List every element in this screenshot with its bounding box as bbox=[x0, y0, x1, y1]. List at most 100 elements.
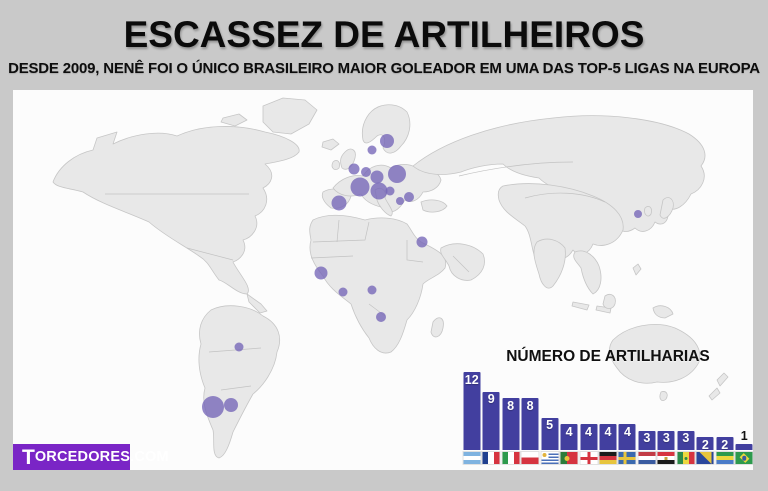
flag-slot bbox=[657, 452, 676, 465]
flag-egito-icon bbox=[657, 452, 675, 464]
bar-slot-fr: 9 bbox=[481, 370, 500, 450]
bar-slot-ga: 2 bbox=[715, 370, 734, 452]
bar-slot-en: 4 bbox=[579, 370, 598, 450]
flag-holanda-icon bbox=[638, 452, 656, 464]
bar-value-label: 8 bbox=[507, 398, 515, 413]
flag-slot bbox=[637, 452, 656, 465]
map-bubble-costa-do-marfim bbox=[338, 287, 348, 297]
flag-bósnia-icon bbox=[696, 452, 714, 464]
bar-holanda bbox=[638, 430, 656, 450]
bar-slot-ba: 2 bbox=[696, 370, 715, 452]
map-bubble-servia bbox=[396, 197, 404, 205]
bar-slot-it: 8 bbox=[501, 370, 520, 450]
map-bubble-franca bbox=[350, 177, 370, 197]
bar-value-label: 9 bbox=[487, 392, 495, 406]
continent-africa bbox=[309, 215, 447, 354]
continent-greenland bbox=[262, 97, 318, 135]
bar-slot-eg: 3 bbox=[657, 370, 676, 450]
map-bubble-holanda bbox=[361, 167, 371, 177]
chart-title: NÚMERO DE ARTILHARIAS bbox=[506, 348, 710, 365]
continent-europe bbox=[361, 104, 411, 154]
bar-slot-uy: 5 bbox=[540, 370, 559, 450]
bar-argentina bbox=[463, 372, 481, 450]
bar-slot-sn: 3 bbox=[676, 370, 695, 450]
map-bubble-coreia-do-sul bbox=[634, 210, 642, 218]
bar-frança bbox=[482, 391, 500, 450]
bar-suécia bbox=[618, 424, 636, 450]
bar-alemanha bbox=[599, 424, 617, 450]
bar-bósnia bbox=[696, 437, 714, 450]
flag-uruguai-icon bbox=[541, 452, 559, 464]
flag-brasil-icon bbox=[735, 452, 753, 464]
continent-south-america bbox=[198, 305, 280, 459]
bar-slot-ar: 12 bbox=[462, 370, 481, 450]
flag-slot bbox=[540, 452, 559, 465]
bar-slot-nl: 3 bbox=[637, 370, 656, 450]
bar-gabão bbox=[716, 437, 734, 450]
flag-frança-icon bbox=[482, 452, 500, 464]
map-bubble-uruguai bbox=[224, 398, 238, 412]
bar-value-label: 2 bbox=[701, 437, 709, 452]
bars-row: 12 9 8 8 5 4 4 4 4 3 3 3 2 2 1 bbox=[462, 370, 753, 452]
flag-gabão-icon bbox=[716, 452, 734, 464]
bubble-layer bbox=[202, 134, 642, 418]
map-bubble-brasil bbox=[234, 342, 244, 352]
flag-slot bbox=[481, 452, 500, 465]
map-bubble-polonia bbox=[388, 165, 406, 183]
flag-slot bbox=[676, 452, 695, 465]
flag-slot bbox=[462, 452, 481, 465]
flag-slot bbox=[579, 452, 598, 465]
page-title: ESCASSEZ DE ARTILHEIROS bbox=[123, 14, 645, 55]
bar-value-label: 1 bbox=[740, 429, 748, 443]
flags-row bbox=[462, 452, 753, 465]
flag-senegal-icon bbox=[677, 452, 695, 464]
flag-inglaterra-icon bbox=[580, 452, 598, 464]
flag-slot bbox=[598, 452, 617, 465]
map-bubble-egito bbox=[416, 236, 428, 248]
bar-inglaterra bbox=[580, 424, 598, 450]
world-map-panel: NÚMERO DE ARTILHARIAS 12 9 8 8 5 4 4 4 4 3 3 3 2 2 1 T… bbox=[13, 90, 753, 470]
bar-value-label: 4 bbox=[623, 424, 631, 439]
logo-text: ORCEDORES.COM bbox=[34, 448, 169, 465]
bar-value-label: 3 bbox=[682, 431, 690, 445]
map-bubble-noruega bbox=[367, 145, 377, 155]
bar-brasil bbox=[735, 443, 753, 450]
map-bubble-alemanha bbox=[370, 170, 384, 184]
header: ESCASSEZ DE ARTILHEIROS DESDE 2009, NENÊ… bbox=[0, 0, 768, 77]
continent-north-america bbox=[52, 126, 300, 295]
map-bubble-bosnia bbox=[404, 192, 414, 202]
bar-value-label: 4 bbox=[604, 424, 612, 439]
bar-value-label: 2 bbox=[721, 437, 729, 452]
bar-portugal bbox=[560, 424, 578, 450]
map-bubble-nigeria bbox=[367, 285, 377, 295]
flag-slot bbox=[715, 452, 734, 465]
bar-slot-pt: 4 bbox=[559, 370, 578, 450]
continent-australia bbox=[609, 324, 701, 384]
bar-polônia bbox=[521, 398, 539, 450]
torcedores-logo: T ORCEDORES.COM bbox=[13, 444, 169, 470]
flag-slot bbox=[501, 452, 520, 465]
bar-value-label: 4 bbox=[565, 424, 573, 439]
bar-slot-pl: 8 bbox=[520, 370, 539, 450]
flag-slot bbox=[559, 452, 578, 465]
bar-value-label: 4 bbox=[585, 424, 592, 439]
map-bubble-inglaterra bbox=[348, 163, 360, 175]
page-subtitle: DESDE 2009, NENÊ FOI O ÚNICO BRASILEIRO … bbox=[8, 60, 760, 77]
flag-slot bbox=[520, 452, 539, 465]
top-scorers-bar-chart: NÚMERO DE ARTILHARIAS 12 9 8 8 5 4 4 4 4 3 3 3 2 2 1 bbox=[462, 348, 753, 466]
bar-value-label: 12 bbox=[464, 372, 479, 387]
bar-slot-se: 4 bbox=[618, 370, 637, 450]
map-bubble-senegal bbox=[314, 266, 328, 280]
map-bubble-gabao bbox=[376, 312, 386, 322]
flag-alemanha-icon bbox=[599, 452, 617, 464]
map-bubble-argentina bbox=[202, 396, 224, 418]
flag-slot bbox=[618, 452, 637, 465]
bar-uruguai bbox=[541, 417, 559, 450]
bar-value-label: 8 bbox=[526, 398, 534, 413]
map-bubble-italia bbox=[370, 182, 388, 200]
flag-suécia-icon bbox=[618, 452, 636, 464]
bar-itália bbox=[502, 398, 520, 450]
world-map bbox=[52, 97, 729, 459]
bar-slot-br: 1 bbox=[735, 370, 753, 450]
